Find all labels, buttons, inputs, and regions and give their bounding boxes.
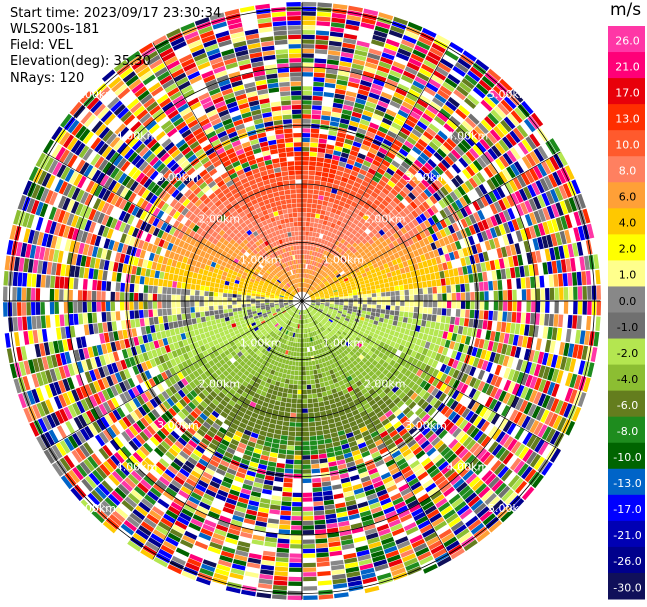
azimuth-line <box>301 42 452 302</box>
azimuth-line <box>301 300 561 451</box>
colorbar-unit-label: m/s <box>610 0 642 20</box>
colorbar-box <box>608 26 645 53</box>
colorbar-tick-label: 1.0 <box>619 269 637 282</box>
range-ring-label: 3.00km <box>405 419 447 432</box>
colorbar-tick-label: 8.0 <box>619 165 637 178</box>
colorbar-box <box>608 286 645 313</box>
colorbar-box <box>608 468 645 496</box>
colorbar-box <box>608 416 645 444</box>
azimuth-line <box>152 42 303 302</box>
range-ring-label: 1.00km <box>240 254 282 267</box>
colorbar-box <box>608 156 645 183</box>
colorbar-box <box>608 78 645 105</box>
colorbar-tick-label: -21.0 <box>613 529 641 542</box>
field-label: Field: VEL <box>10 38 73 53</box>
range-ring-label: 1.00km <box>240 336 282 349</box>
elevation-label: Elevation(deg): 35.30 <box>10 54 151 69</box>
colorbar-tick-label: 0.0 <box>619 295 637 308</box>
range-ring-label: 2.00km <box>198 212 240 225</box>
colorbar-tick-label: 4.0 <box>619 217 637 230</box>
range-ring-label: 2.00km <box>364 212 406 225</box>
colorbar-tick-label: -17.0 <box>613 503 641 516</box>
velocity-gates <box>28 22 600 595</box>
range-ring-label: 4.00km <box>116 460 158 473</box>
range-ring-label: 3.00km <box>157 419 199 432</box>
colorbar-box <box>608 182 645 209</box>
colorbar-tick-labels: 26.0 21.0 17.0 13.0 10.0 8.0 6.0 4.0 2.0 1.0 0.0 -1… <box>613 34 641 594</box>
colorbar-tick-label: -8.0 <box>617 425 638 438</box>
colorbar-tick-label: -2.0 <box>617 347 638 360</box>
colorbar-box <box>608 208 645 235</box>
range-ring-label: 1.00km <box>323 254 365 267</box>
colorbar-tick-label: -1.0 <box>617 321 638 334</box>
colorbar-tick-label: 13.0 <box>615 112 640 125</box>
range-ring-label: 3.00km <box>405 171 447 184</box>
colorbar-tick-label: 6.0 <box>619 191 637 204</box>
azimuth-line <box>301 151 561 302</box>
range-ring-label: 5.00km <box>488 88 530 101</box>
range-ring-label: 1.00km <box>323 336 365 349</box>
range-ring-label: 4.00km <box>447 130 489 143</box>
range-ring-label: 3.00km <box>157 171 199 184</box>
colorbar-box <box>608 130 645 157</box>
range-ring-label: 2.00km <box>198 378 240 391</box>
instrument-label: WLS200s-181 <box>10 22 100 37</box>
azimuth-lines <box>3 2 601 600</box>
range-ring-label: 4.00km <box>447 460 489 473</box>
velocity-gates <box>14 16 601 594</box>
colorbar-tick-label: -4.0 <box>617 373 638 386</box>
colorbar-box <box>608 104 645 131</box>
colorbar-box <box>608 364 645 392</box>
colorbar-box <box>608 494 645 522</box>
colorbar-tick-label: -13.0 <box>613 477 641 490</box>
colorbar-tick-label: -26.0 <box>613 555 641 568</box>
colorbar-tick-label: 26.0 <box>615 34 640 47</box>
azimuth-line <box>152 300 303 560</box>
colorbar-box <box>608 546 645 574</box>
velocity-gates <box>4 2 586 571</box>
colorbar-tick-label: 21.0 <box>615 60 640 73</box>
velocity-gates <box>37 25 593 581</box>
colorbar-tick-label: -30.0 <box>613 581 641 594</box>
range-ring-label: 2.00km <box>364 378 406 391</box>
range-ring-labels: 1.00km 1.00km 1.00km 1.00km 2.00km 2.00km 2.00… <box>74 88 529 515</box>
colorbar-tick-label: -10.0 <box>613 451 641 464</box>
azimuth-line <box>301 300 452 560</box>
colorbar-tick-label: 2.0 <box>619 243 637 256</box>
range-ring-label: 5.00km <box>488 502 530 515</box>
colorbar-tick-label: 17.0 <box>615 86 640 99</box>
range-ring-label: 4.00km <box>116 130 158 143</box>
colorbar-tick-label: -6.0 <box>617 399 638 412</box>
range-ring-label: 5.00km <box>74 88 116 101</box>
velocity-sectors <box>2 1 602 601</box>
colorbar-tick-label: 10.0 <box>615 139 640 152</box>
colorbar-box <box>608 52 645 79</box>
colorbar-box <box>608 572 645 600</box>
colorbar-box <box>608 442 645 470</box>
colorbar-box <box>608 312 645 340</box>
azimuth-line <box>43 300 303 451</box>
start-time-label: Start time: 2023/09/17 23:30:34 <box>10 6 222 21</box>
range-ring-label: 5.00km <box>74 502 116 515</box>
colorbar-box <box>608 390 645 418</box>
colorbar-box <box>608 520 645 548</box>
nrays-label: NRays: 120 <box>10 71 85 86</box>
colorbar-box <box>608 234 645 261</box>
azimuth-line <box>43 151 303 302</box>
colorbar-box <box>608 260 645 287</box>
colorbar-boxes <box>608 26 645 600</box>
colorbar-box <box>608 338 645 366</box>
